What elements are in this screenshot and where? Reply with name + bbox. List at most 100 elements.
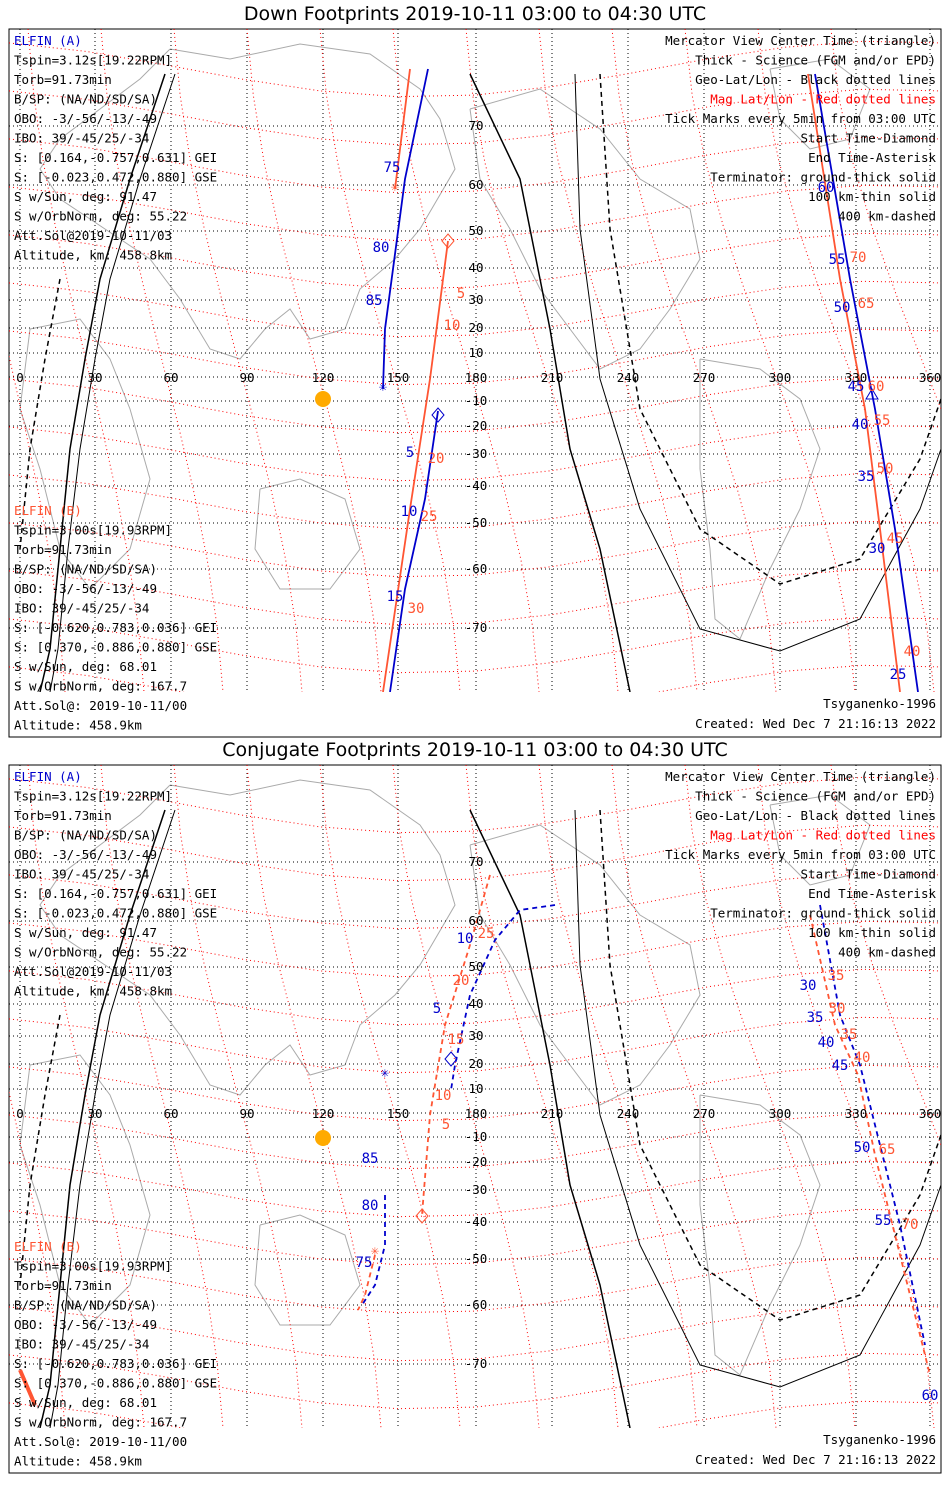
elfin-a-info-line: S: [0.164,-0.757,0.631] GEI [14,150,217,165]
legend-line: Start Time-Diamond [801,867,936,882]
panel-title-conjugate: Conjugate Footprints 2019-10-11 03:00 to… [222,739,728,761]
mag-parallel [9,1256,941,1314]
legend-line: 100 km-thin solid [808,925,936,940]
elfin-a-heading: ELFIN (A) [14,33,82,48]
elfin-a-info-line: Att.Sol@2019-10-11/03 [14,964,172,979]
lon-label: 90 [239,370,254,385]
elfin-a-tick-label: 40 [852,417,869,433]
elfin-b-tick-label: 30 [408,601,425,617]
elfin-b-tick-label: 10 [435,1088,452,1104]
elfin-a-tick-label: 25 [890,667,907,683]
map-legend: Mercator View Center Time (triangle) Thic… [665,769,936,960]
elfin-a-end-asterisk: ✳ [381,1065,390,1081]
elfin-a-info-line: S: [-0.023,0.472,0.880] GSE [14,906,217,921]
elfin-a-tick-label: 80 [362,1198,379,1214]
lat-label: 60 [468,177,483,192]
lon-label: 300 [769,1106,792,1121]
mag-parallel [9,1160,941,1218]
elfin-a-info-line: S w/OrbNorm, deg: 55.22 [14,209,187,224]
mag-parallel [9,472,941,530]
elfin-b-track [421,874,491,1216]
elfin-a-tick-label: 55 [875,1213,892,1229]
elfin-a-info-line: Altitude, km: 458.8km [14,984,172,999]
elfin-b-tick-label: 10 [444,318,461,334]
lon-label: 330 [845,1106,868,1121]
model-label: Tsyganenko-1996 [823,1432,936,1447]
terminator-ground [39,73,166,692]
elfin-a-tick-label: 50 [854,1140,871,1156]
elfin-a-tick-label: 85 [362,1151,379,1167]
lat-label: 30 [468,292,483,307]
mag-parallel [9,184,941,242]
elfin-a-tick-label: 30 [869,541,886,557]
legend-line: Terminator: ground-thick solid [710,906,936,921]
mag-parallel [9,968,941,1026]
lon-label: 360 [919,1106,942,1121]
sun-icon [315,1130,331,1146]
elfin-a-track [382,68,429,390]
elfin-a-track [819,904,926,1346]
mag-meridian [757,765,935,1428]
elfin-b-track [394,68,411,190]
terminator-100km-right [574,73,941,652]
map-legend: Mercator View Center Time (triangle) Thic… [665,33,936,224]
coastline [469,824,701,1106]
elfin-b-info-line: S: [-0.620,0.783,0.036] GEI [14,620,217,635]
elfin-a-tick-label: 75 [384,160,401,176]
elfin-a-info-block: ELFIN (A) Tspin=3.12s[19.22RPM] Torb=91.73… [14,769,217,999]
legend-line: Tick Marks every 5min from 03:00 UTC [665,847,936,862]
lon-label: 150 [387,1106,410,1121]
elfin-b-track [357,1254,376,1311]
lat-label: 10 [468,1081,483,1096]
elfin-b-info-line: OBO: -3/-56/-13/-49 [14,1317,157,1332]
elfin-a-tick-label: 75 [356,1255,373,1271]
lat-label: 20 [468,1056,483,1071]
elfin-b-track [18,1369,37,1406]
mag-meridian [392,765,540,1428]
sun-icon [315,391,331,407]
elfin-a-track [361,1195,386,1306]
lat-label: -30 [465,446,488,461]
mag-parallel [9,1112,941,1170]
elfin-a-info-line: Torb=91.73min [14,808,112,823]
elfin-b-tick-label: 5 [442,1117,450,1133]
elfin-b-start-diamond [441,233,455,249]
mag-parallel [9,232,941,290]
legend-line: Geo-Lat/Lon - Black dotted lines [695,72,936,87]
elfin-b-tick-label: 65 [858,296,875,312]
lon-label: 0 [16,370,24,385]
legend-line: 400 km-dashed [838,945,936,960]
lat-label: 70 [468,854,483,869]
elfin-b-tick-label: 5 [457,286,465,302]
mag-parallel [9,664,941,692]
elfin-a-tick-label: 55 [829,252,846,268]
elfin-b-info-line: S w/Sun, deg: 68.01 [14,659,157,674]
elfin-b-tick-label: 70 [902,1217,919,1233]
mag-parallel [9,424,941,482]
mag-parallel [9,1064,941,1122]
lat-label: -20 [465,418,488,433]
elfin-b-track [807,73,901,692]
elfin-b-start-diamond [415,1208,429,1224]
elfin-a-tick-label: 15 [387,589,404,605]
elfin-b-tick-label: 35 [841,1027,858,1043]
elfin-a-end-asterisk: ✳ [379,379,388,395]
elfin-a-heading: ELFIN (A) [14,769,82,784]
elfin-a-start-diamond [444,1051,458,1067]
elfin-b-tick-label: 20 [453,973,470,989]
elfin-b-track [809,914,931,1376]
mag-parallel [9,1400,941,1428]
mag-parallel [9,872,941,930]
map-area: ✳✳10585807530354045505560252015105353035… [9,765,941,1428]
lat-label: 50 [468,959,483,974]
elfin-b-tick-label: 35 [828,968,845,984]
elfin-b-info-line: IBO: 39/-45/25/-34 [14,601,149,616]
lat-label: 30 [468,1028,483,1043]
elfin-b-tick-label: 25 [478,926,495,942]
lat-label: 50 [468,223,483,238]
lat-label: 70 [468,118,483,133]
elfin-b-tick-label: 30 [829,1001,846,1017]
mag-parallel [9,328,941,386]
mag-parallel [9,136,941,194]
